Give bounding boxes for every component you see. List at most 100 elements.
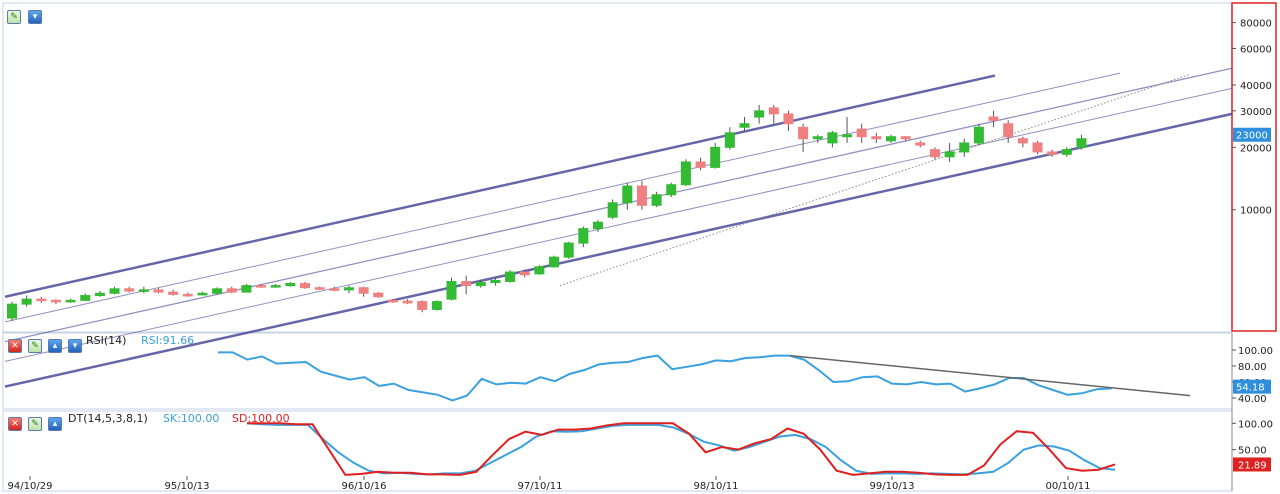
price-tick-label: 20000 xyxy=(1240,143,1272,154)
candle-body xyxy=(563,242,574,258)
candle xyxy=(871,132,882,143)
dt-sk-label: SK:100.00 xyxy=(163,412,220,425)
candle-body xyxy=(593,221,603,230)
candle-body xyxy=(871,136,882,140)
dotted-trend-line xyxy=(559,73,1191,287)
candle-body xyxy=(710,146,721,168)
candle-body xyxy=(138,289,149,292)
candle-body xyxy=(94,292,105,297)
candle xyxy=(1061,147,1072,157)
candle xyxy=(358,286,369,297)
candle-body xyxy=(754,110,765,118)
candle xyxy=(827,130,838,148)
candle-body xyxy=(182,293,193,297)
channel-line-0 xyxy=(4,74,996,298)
price-panel xyxy=(2,2,1233,333)
channel-line-2 xyxy=(4,67,1233,343)
candle xyxy=(373,292,384,298)
candle-body xyxy=(695,161,706,168)
candle-body xyxy=(973,126,984,144)
candle xyxy=(578,226,589,248)
draw-tool-button[interactable]: ✎ xyxy=(7,10,21,24)
candle xyxy=(988,110,999,128)
rsi-move-down-button[interactable]: ▾ xyxy=(68,339,82,353)
candle xyxy=(680,159,691,187)
dt-name-label: DT(14,5,3,8,1) xyxy=(68,412,148,425)
rsi-value-label: RSI:91.66 xyxy=(141,334,195,347)
candle xyxy=(724,127,735,150)
candle-body xyxy=(724,132,735,148)
candle xyxy=(783,110,794,131)
candle-body xyxy=(109,288,120,294)
candle-body xyxy=(197,292,208,296)
price-tick-label: 80000 xyxy=(1240,19,1272,30)
collapse-down-button[interactable]: ▾ xyxy=(28,10,42,24)
candle xyxy=(387,299,398,303)
current-price-tag xyxy=(1233,127,1271,142)
candle-body xyxy=(402,300,413,304)
candle-body xyxy=(285,283,296,287)
rsi-panel xyxy=(2,332,1233,410)
candle xyxy=(343,285,354,294)
candle xyxy=(754,105,765,124)
candle xyxy=(461,275,472,295)
candle-body xyxy=(373,292,384,298)
candle xyxy=(490,277,501,286)
x-tick-label: 98/10/11 xyxy=(694,481,739,492)
candle-body xyxy=(988,116,999,121)
candle xyxy=(314,286,325,290)
candle-body xyxy=(607,202,618,218)
rsi-edit-button[interactable]: ✎ xyxy=(28,339,42,353)
candle-body xyxy=(490,280,501,284)
candle-body xyxy=(387,299,398,303)
candle xyxy=(256,283,267,288)
close-dt-button[interactable]: ✕ xyxy=(8,417,22,431)
candle xyxy=(666,182,677,198)
candle-body xyxy=(300,283,310,289)
candle xyxy=(622,182,633,210)
candle-body xyxy=(50,299,61,303)
candle-body xyxy=(153,289,164,293)
channel-line-4 xyxy=(4,112,1233,388)
rsi-line xyxy=(218,351,1112,402)
candle-body xyxy=(549,256,560,268)
candle-body xyxy=(358,287,369,294)
dt-edit-button[interactable]: ✎ xyxy=(28,417,42,431)
x-tick-label: 96/10/16 xyxy=(342,481,387,492)
candle-body xyxy=(622,185,633,204)
candle-body xyxy=(929,149,940,158)
x-tick-label: 00/10/11 xyxy=(1046,481,1091,492)
candle-body xyxy=(256,285,267,288)
x-tick-label: 94/10/29 xyxy=(8,481,53,492)
dt-move-up-button[interactable]: ▴ xyxy=(48,417,62,431)
candle-body xyxy=(768,107,779,115)
candle xyxy=(944,142,955,162)
candle xyxy=(168,289,179,296)
rsi-move-up-button[interactable]: ▴ xyxy=(48,339,62,353)
candle xyxy=(534,265,545,275)
candle xyxy=(798,123,809,152)
candle xyxy=(50,299,61,305)
candle-body xyxy=(314,287,325,290)
candle-body xyxy=(651,194,662,206)
candle-body xyxy=(680,161,691,186)
rsi-tick-label: 40.00 xyxy=(1238,394,1267,405)
candle-body xyxy=(636,185,647,206)
price-tick-label: 60000 xyxy=(1240,44,1272,55)
candle-body xyxy=(270,285,281,288)
candle-body xyxy=(417,301,428,310)
close-rsi-button[interactable]: ✕ xyxy=(8,339,22,353)
candle xyxy=(300,281,310,289)
candle xyxy=(21,295,32,307)
candle-body xyxy=(80,295,91,301)
channel-line-3 xyxy=(4,87,1233,362)
price-tick-label: 30000 xyxy=(1240,107,1272,118)
rsi-trend-line xyxy=(789,354,1191,397)
candle-body xyxy=(944,151,955,158)
candle xyxy=(226,286,237,294)
candle-body xyxy=(856,128,867,138)
candle-body xyxy=(21,298,32,305)
candle-body xyxy=(1047,151,1058,155)
rsi-tick-label: 80.00 xyxy=(1238,362,1267,373)
candle xyxy=(65,298,76,303)
